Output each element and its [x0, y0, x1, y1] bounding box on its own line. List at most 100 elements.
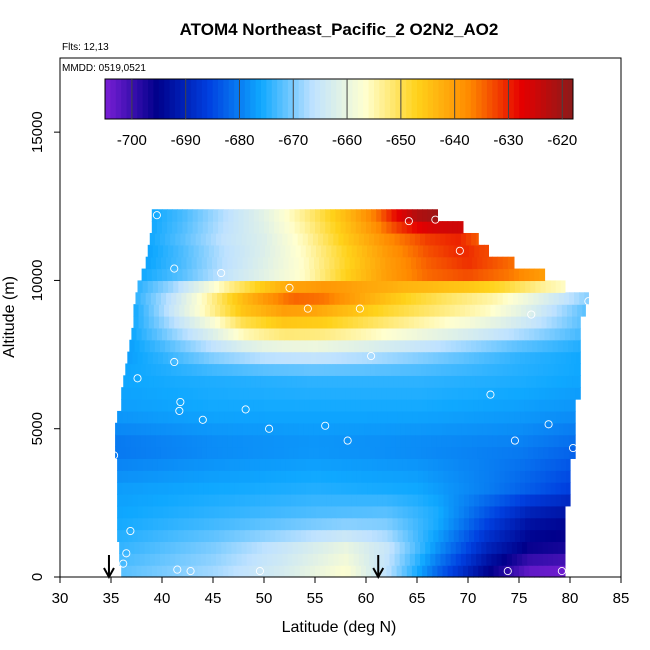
- heatmap-cell: [430, 553, 436, 566]
- heatmap-cell: [382, 280, 389, 293]
- heatmap-cell: [285, 244, 292, 258]
- sample-marker: [584, 297, 593, 306]
- heatmap-cell: [205, 339, 212, 353]
- heatmap-cell: [316, 505, 322, 519]
- heatmap-cell: [373, 316, 379, 329]
- heatmap-cell: [248, 268, 255, 282]
- heatmap-cell: [575, 387, 581, 400]
- heatmap-cell: [551, 304, 558, 317]
- x-tick-label: 85: [613, 590, 630, 607]
- sample-marker: [557, 567, 566, 576]
- heatmap-cell: [219, 505, 225, 519]
- heatmap-cell: [325, 387, 331, 400]
- heatmap-cell: [530, 410, 536, 424]
- heatmap-cell: [476, 553, 482, 566]
- heatmap-cell: [300, 482, 307, 495]
- heatmap-cell: [412, 493, 419, 507]
- heatmap-cell: [340, 327, 347, 341]
- heatmap-cell: [446, 434, 453, 448]
- heatmap-cell: [432, 268, 438, 282]
- heatmap-cell: [427, 268, 433, 282]
- heatmap-cell: [479, 244, 485, 258]
- colorbar-step: [513, 79, 520, 119]
- heatmap-cell: [405, 363, 412, 376]
- heatmap-cell: [525, 458, 531, 471]
- heatmap-cell: [442, 399, 449, 412]
- heatmap-cell: [549, 387, 556, 400]
- heatmap-cell: [421, 434, 427, 448]
- heatmap-cell: [248, 209, 255, 222]
- heatmap-cell: [147, 529, 154, 543]
- heatmap-cell: [438, 505, 445, 519]
- heatmap-cell: [239, 529, 246, 543]
- heatmap-cell: [160, 446, 167, 459]
- heatmap-cell: [574, 422, 576, 436]
- heatmap-cell: [411, 387, 418, 400]
- heatmap-cell: [360, 268, 367, 282]
- heatmap-cell: [238, 268, 245, 282]
- heatmap-cell: [283, 256, 290, 270]
- heatmap-cell: [550, 410, 557, 424]
- heatmap-cell: [492, 256, 499, 270]
- heatmap-cell: [253, 268, 260, 282]
- sample-marker: [176, 397, 185, 407]
- heatmap-cell: [255, 304, 262, 317]
- heatmap-cell: [456, 363, 463, 376]
- heatmap-cell: [282, 553, 289, 566]
- heatmap-cell: [523, 292, 529, 305]
- heatmap-cell: [356, 493, 363, 507]
- heatmap-cell: [162, 399, 168, 412]
- heatmap-cell: [560, 280, 566, 293]
- heatmap-cell: [372, 493, 378, 507]
- heatmap-cell: [568, 363, 575, 376]
- heatmap-cell: [223, 387, 229, 400]
- heatmap-cell: [539, 268, 546, 282]
- heatmap-cell: [331, 410, 338, 424]
- heatmap-cell: [410, 363, 417, 376]
- heatmap-cell: [343, 339, 350, 353]
- heatmap-cell: [231, 553, 238, 566]
- heatmap-cell: [302, 553, 309, 566]
- colorbar-step: [207, 79, 214, 119]
- heatmap-cell: [461, 434, 468, 448]
- heatmap-cell: [295, 470, 302, 483]
- heatmap-cell: [178, 482, 185, 495]
- heatmap-cell: [511, 339, 518, 353]
- heatmap-cell: [117, 529, 123, 543]
- heatmap-cell: [224, 351, 230, 365]
- heatmap-cell: [339, 292, 346, 305]
- heatmap-cell: [268, 256, 274, 270]
- heatmap-cell: [479, 280, 485, 293]
- heatmap-cell: [410, 446, 417, 459]
- heatmap-cell: [354, 422, 361, 436]
- heatmap-cell: [395, 434, 402, 448]
- heatmap-cell: [469, 517, 475, 531]
- heatmap-cell: [356, 482, 363, 495]
- heatmap-cell: [300, 351, 307, 365]
- heatmap-cell: [315, 565, 321, 578]
- heatmap-cell: [376, 268, 382, 282]
- heatmap-cell: [279, 221, 285, 234]
- sample-marker: [455, 246, 464, 255]
- heatmap-cell: [204, 375, 211, 388]
- heatmap-cell: [229, 351, 236, 365]
- heatmap-cell: [530, 351, 536, 365]
- heatmap-cell: [279, 387, 285, 400]
- heatmap-cell: [255, 316, 262, 329]
- heatmap-cell: [360, 209, 367, 222]
- heatmap-cell: [458, 517, 465, 531]
- heatmap-cell: [228, 327, 234, 341]
- heatmap-cell: [411, 327, 418, 341]
- heatmap-cell: [244, 482, 251, 495]
- heatmap-cell: [305, 505, 312, 519]
- heatmap-cell: [329, 256, 335, 270]
- heatmap-cell: [252, 434, 259, 448]
- heatmap-cell: [122, 410, 128, 424]
- heatmap-cell: [313, 363, 320, 376]
- colorbar-step: [223, 79, 230, 119]
- heatmap-cell: [363, 541, 370, 554]
- heatmap-cell: [274, 387, 280, 400]
- heatmap-cell: [354, 363, 361, 376]
- heatmap-cell: [364, 363, 371, 376]
- heatmap-cell: [576, 351, 581, 365]
